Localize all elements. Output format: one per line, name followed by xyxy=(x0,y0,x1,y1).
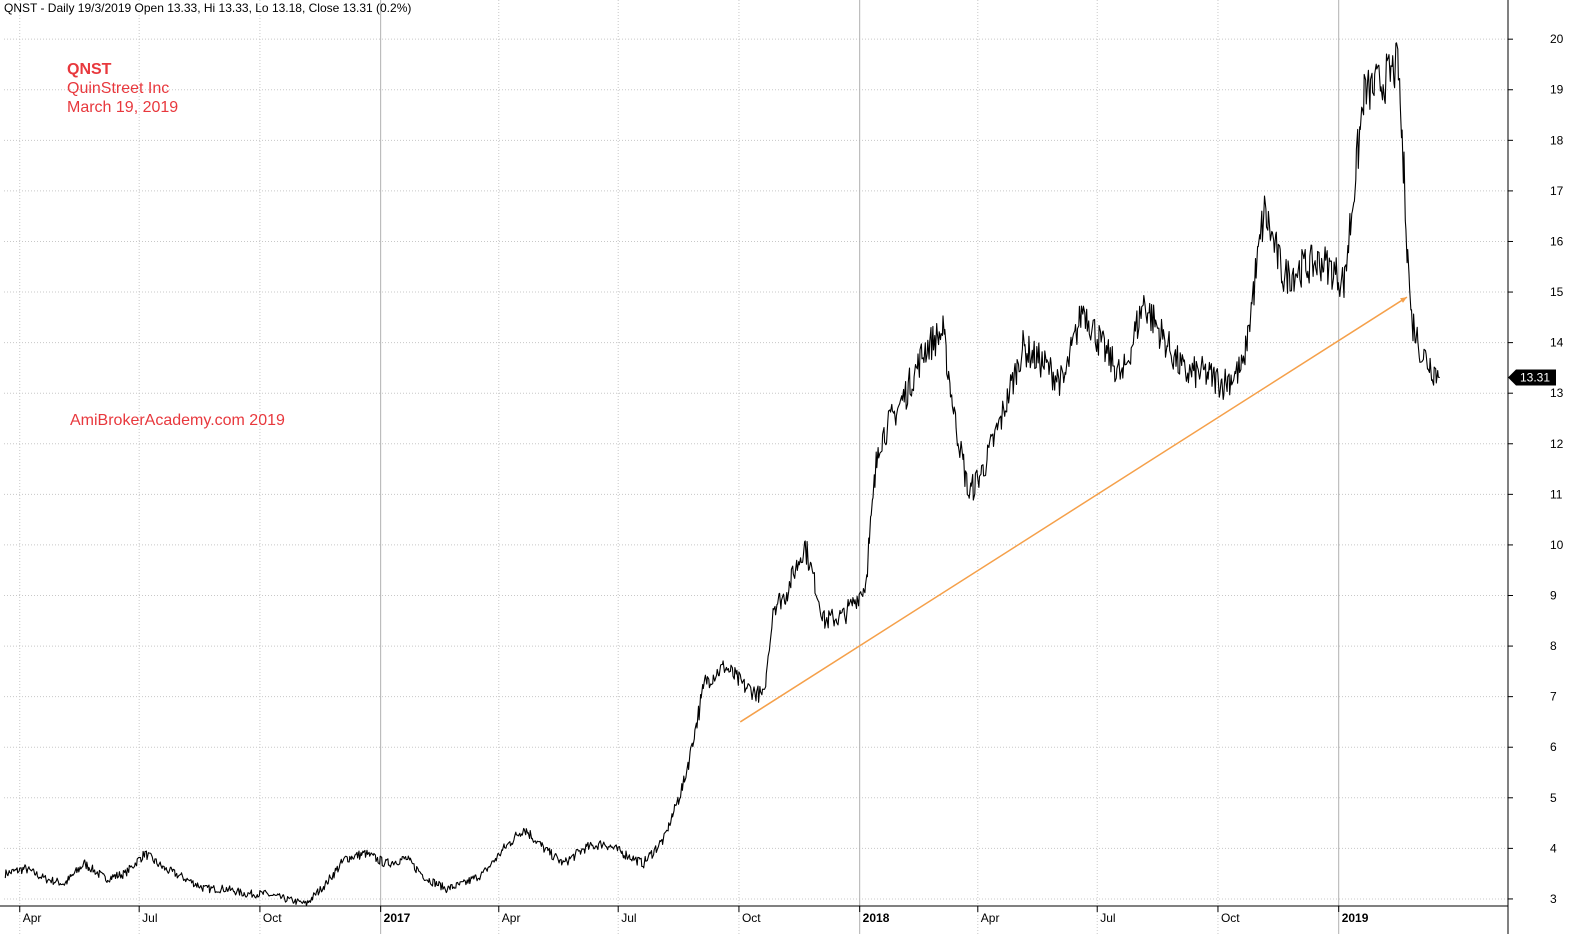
y-tick-label: 12 xyxy=(1550,437,1564,451)
y-tick-label: 3 xyxy=(1550,892,1557,906)
chart-info-line: QNST - Daily 19/3/2019 Open 13.33, Hi 13… xyxy=(4,1,411,15)
x-tick-label: Apr xyxy=(502,911,521,925)
y-tick-label: 18 xyxy=(1550,133,1564,147)
y-tick-label: 15 xyxy=(1550,285,1564,299)
trendline-arrowhead xyxy=(1400,297,1407,303)
y-tick-label: 14 xyxy=(1550,336,1564,350)
price-series-line xyxy=(4,42,1440,907)
x-tick-label: Oct xyxy=(742,911,761,925)
x-tick-label: Apr xyxy=(23,911,42,925)
x-tick-label: 2018 xyxy=(863,911,890,925)
x-tick-label: Jul xyxy=(1100,911,1115,925)
trendline xyxy=(739,296,1408,723)
y-tick-label: 17 xyxy=(1550,184,1564,198)
y-tick-label: 9 xyxy=(1550,588,1557,602)
x-tick-label: Oct xyxy=(1221,911,1240,925)
y-tick-label: 19 xyxy=(1550,83,1564,97)
last-price-badge xyxy=(1508,369,1556,386)
y-tick-label: 10 xyxy=(1550,538,1564,552)
y-tick-label: 4 xyxy=(1550,841,1557,855)
x-tick-label: Jul xyxy=(621,911,636,925)
y-tick-label: 13 xyxy=(1550,386,1564,400)
x-tick-label: 2017 xyxy=(384,911,411,925)
y-tick-label: 20 xyxy=(1550,32,1564,46)
y-tick-label: 6 xyxy=(1550,740,1557,754)
annotation-company: QuinStreet Inc xyxy=(67,80,169,97)
annotation-date: March 19, 2019 xyxy=(67,99,178,116)
y-tick-label: 5 xyxy=(1550,791,1557,805)
y-tick-label: 7 xyxy=(1550,690,1557,704)
last-price-label: 13.31 xyxy=(1520,371,1550,385)
y-tick-label: 11 xyxy=(1550,487,1563,501)
x-tick-label: Jul xyxy=(142,911,157,925)
y-tick-label: 16 xyxy=(1550,234,1564,248)
series-layer xyxy=(4,42,1440,907)
y-tick-label: 8 xyxy=(1550,639,1557,653)
x-tick-label: 2019 xyxy=(1342,911,1369,925)
grid-layer xyxy=(4,0,1508,934)
x-tick-label: Apr xyxy=(981,911,1000,925)
x-tick-label: Oct xyxy=(263,911,282,925)
annotation-watermark: AmiBrokerAcademy.com 2019 xyxy=(70,412,285,429)
annotation-symbol: QNST xyxy=(67,61,112,78)
